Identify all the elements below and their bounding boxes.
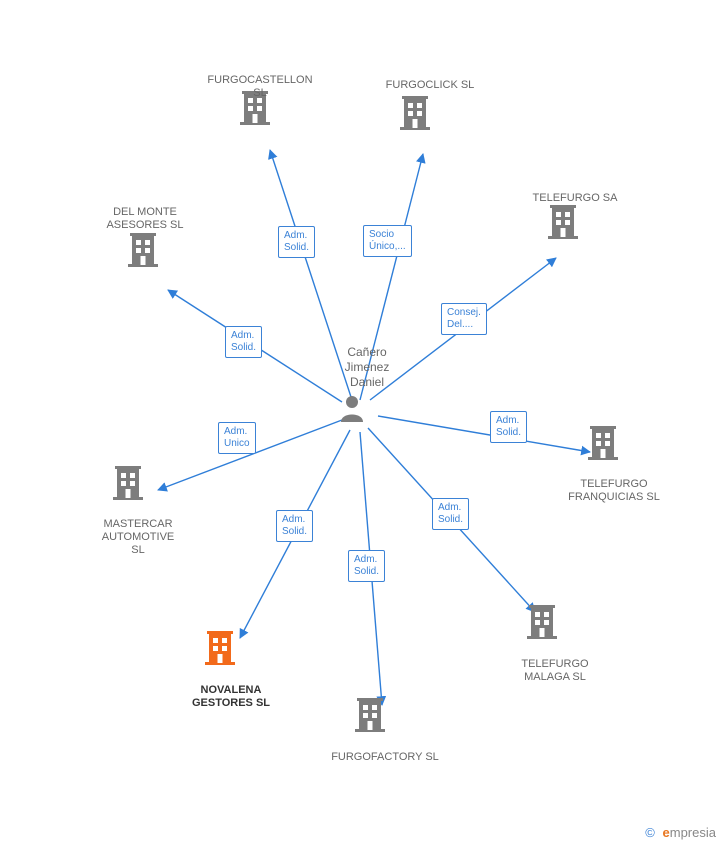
person-label: Cañero Jimenez Daniel	[332, 345, 402, 390]
edge-franquicias	[378, 416, 590, 452]
brand-rest: mpresia	[670, 825, 716, 840]
edge-label-delmonte: Adm. Solid.	[225, 326, 262, 358]
company-label-malaga: TELEFURGO MALAGA SL	[500, 658, 610, 684]
company-icon-mastercar[interactable]	[113, 466, 143, 505]
edge-label-telefurgo_sa: Consej. Del....	[441, 303, 487, 335]
company-label-mastercar: MASTERCAR AUTOMOTIVE SL	[88, 518, 188, 558]
company-icon-novalena[interactable]	[205, 631, 235, 670]
watermark: © empresia	[645, 825, 716, 840]
edge-label-furgocastellon: Adm. Solid.	[278, 226, 315, 258]
company-label-furgocastellon: FURGOCASTELLON SL	[200, 74, 320, 100]
edge-label-novalena: Adm. Solid.	[276, 510, 313, 542]
edge-label-franquicias: Adm. Solid.	[490, 411, 527, 443]
company-icon-franquicias[interactable]	[588, 426, 618, 465]
edge-label-mastercar: Adm. Unico	[218, 422, 256, 454]
person-icon[interactable]	[339, 394, 365, 427]
company-label-novalena: NOVALENA GESTORES SL	[176, 684, 286, 710]
company-label-telefurgo_sa: TELEFURGO SA	[515, 192, 635, 205]
edge-label-furgoclick: Socio Único,...	[363, 225, 412, 257]
company-label-furgofactory: FURGOFACTORY SL	[320, 751, 450, 764]
company-icon-malaga[interactable]	[527, 605, 557, 644]
company-icon-telefurgo_sa[interactable]	[548, 205, 578, 244]
company-icon-delmonte[interactable]	[128, 233, 158, 272]
company-icon-furgoclick[interactable]	[400, 96, 430, 135]
brand-first-letter: e	[663, 825, 670, 840]
company-label-franquicias: TELEFURGO FRANQUICIAS SL	[554, 478, 674, 504]
edge-label-malaga: Adm. Solid.	[432, 498, 469, 530]
company-icon-furgofactory[interactable]	[355, 698, 385, 737]
company-label-furgoclick: FURGOCLICK SL	[370, 79, 490, 92]
edge-label-furgofactory: Adm. Solid.	[348, 550, 385, 582]
copyright-symbol: ©	[645, 825, 655, 840]
company-label-delmonte: DEL MONTE ASESORES SL	[90, 206, 200, 232]
